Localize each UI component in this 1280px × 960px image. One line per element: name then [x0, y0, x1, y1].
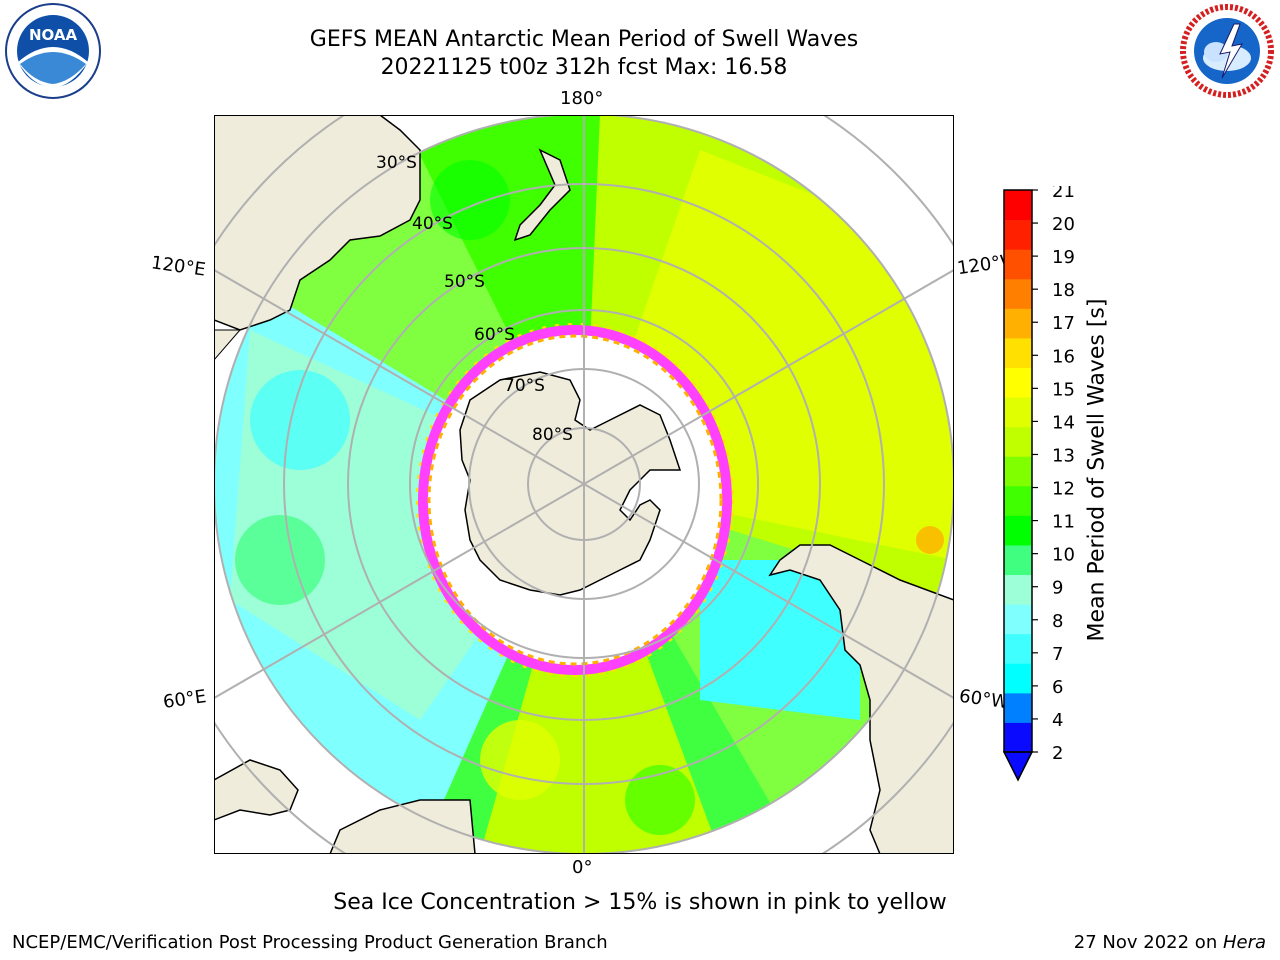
south-america-land	[768, 544, 954, 854]
colorbar-segment	[1004, 485, 1032, 516]
lon-label-120e: 120°E	[149, 252, 207, 281]
colorbar-segment	[1004, 663, 1032, 694]
new-zealand-land	[513, 148, 571, 242]
colorbar-tick-label: 2	[1052, 743, 1063, 764]
colorbar-tick-label: 6	[1052, 677, 1063, 698]
colorbar-tick-label: 15	[1052, 379, 1075, 400]
colorbar-segment	[1004, 574, 1032, 605]
lon-label-60e: 60°E	[161, 686, 208, 713]
colorbar-segment	[1004, 337, 1032, 368]
colorbar-segment	[1004, 604, 1032, 635]
lat-label-70s: 70°S	[504, 376, 545, 396]
colorbar-segment	[1004, 397, 1032, 428]
colorbar-tick-label: 12	[1052, 479, 1075, 500]
footer-date: 27 Nov 2022 on Hera	[1074, 932, 1266, 953]
colorbar-tick-label: 11	[1052, 512, 1075, 533]
graticule	[214, 115, 954, 854]
colorbar-outline	[1003, 189, 1033, 753]
colorbar-segment	[1004, 249, 1032, 280]
colorbar-segment	[1004, 219, 1032, 250]
footer-date-text: 27 Nov 2022 on	[1073, 932, 1223, 953]
lat-label-80s: 80°S	[532, 425, 573, 445]
colorbar-label: Mean Period of Swell Waves [s]	[1084, 298, 1110, 642]
colorbar-tick-label: 8	[1052, 611, 1063, 632]
colorbar-tick-label: 21	[1052, 186, 1075, 202]
colorbar-segment	[1004, 456, 1032, 487]
colorbar-tick-label: 9	[1052, 578, 1063, 599]
lat-label-40s: 40°S	[412, 214, 453, 234]
colorbar-tick-label: 13	[1052, 445, 1075, 466]
colorbar-segment	[1004, 278, 1032, 309]
footer-machine: Hera	[1222, 932, 1266, 953]
svg-text:NOAA: NOAA	[29, 26, 78, 44]
nws-logo-icon	[1180, 4, 1274, 98]
lat-label-30s: 30°S	[376, 153, 417, 173]
colorbar-segment	[1004, 692, 1032, 723]
polar-map: 30°S 40°S 50°S 60°S 70°S 80°S	[214, 115, 954, 854]
colorbar-extend-arrow	[1002, 751, 1034, 782]
colorbar-segment	[1004, 722, 1032, 753]
colorbar-segment	[1004, 544, 1032, 576]
lat-label-60s: 60°S	[474, 325, 515, 345]
colorbar-segment	[1004, 515, 1032, 546]
colorbar-tick-label: 10	[1052, 545, 1075, 566]
colorbar-segment	[1004, 308, 1032, 339]
lon-label-180: 180°	[560, 88, 604, 109]
africa-land	[214, 759, 299, 821]
noaa-logo-icon: NOAA	[5, 3, 101, 99]
colorbar-segment	[1004, 190, 1032, 221]
sea-ice-note: Sea Ice Concentration > 15% is shown in …	[333, 890, 947, 915]
colorbar-tick-label: 18	[1052, 280, 1075, 301]
lat-label-50s: 50°S	[444, 272, 485, 292]
colorbar: 2 4 6 7 8 9 10 11 12 13 14 15 16 17 18 19 20 21	[1002, 186, 1075, 782]
colorbar-tick-label: 20	[1052, 214, 1075, 235]
chart-title: GEFS MEAN Antarctic Mean Period of Swell…	[309, 27, 859, 52]
chart-subtitle: 20221125 t00z 312h fcst Max: 16.58	[380, 55, 788, 80]
colorbar-tick-label: 19	[1052, 247, 1075, 268]
colorbar-tick-label: 17	[1052, 313, 1075, 334]
colorbar-segment	[1004, 367, 1032, 398]
lon-label-0: 0°	[572, 857, 593, 878]
colorbar-segment	[1004, 426, 1032, 457]
colorbar-tick-label: 7	[1052, 644, 1063, 665]
footer-credit: NCEP/EMC/Verification Post Processing Pr…	[12, 932, 608, 953]
colorbar-tick-label: 4	[1052, 710, 1063, 731]
colorbar-tick-label: 14	[1052, 412, 1075, 433]
colorbar-segment	[1004, 633, 1032, 664]
colorbar-tick-label: 16	[1052, 346, 1075, 367]
